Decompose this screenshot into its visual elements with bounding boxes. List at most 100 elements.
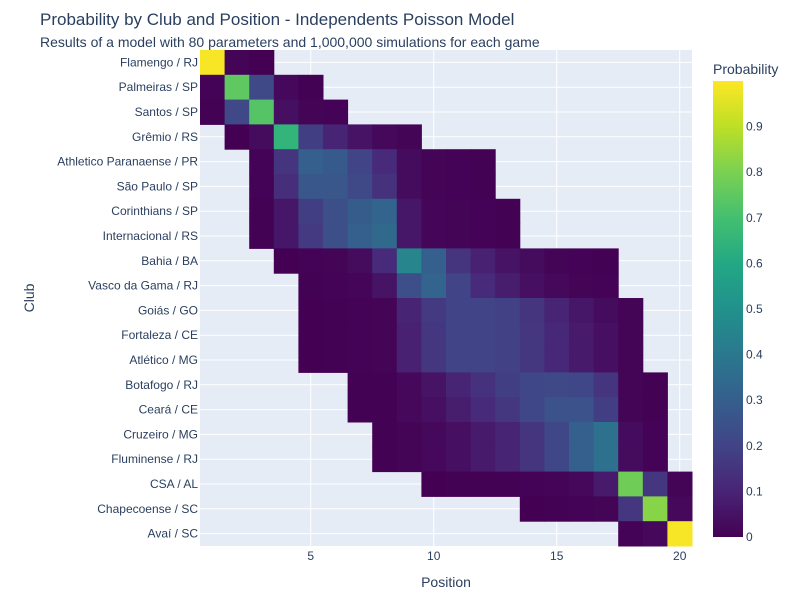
heatmap-cell (569, 471, 595, 497)
heatmap-cell (396, 124, 422, 150)
heatmap-cell (421, 397, 447, 423)
heatmap-cell (446, 174, 472, 200)
heatmap-cell (593, 248, 619, 274)
heatmap-cell (396, 372, 422, 398)
colorbar-tick-label: 0.5 (746, 302, 763, 316)
heatmap-cell (446, 273, 472, 299)
heatmap-cell (347, 347, 373, 373)
heatmap-cell (495, 273, 521, 299)
heatmap-cell (273, 99, 299, 125)
heatmap-cell (519, 422, 545, 448)
colorbar-tick-label: 0.2 (746, 439, 763, 453)
heatmap-cell (200, 74, 226, 101)
heatmap-cell (323, 124, 349, 150)
heatmap-cell (396, 422, 422, 448)
heatmap-cell (249, 124, 275, 150)
y-tick-label: Avaí / SC (148, 527, 199, 541)
heatmap-cell (544, 422, 570, 448)
heatmap-cell (298, 74, 324, 101)
colorbar-tick-label: 0 (746, 530, 753, 544)
heatmap-cell (569, 397, 595, 423)
y-tick-label: Bahia / BA (141, 254, 198, 268)
heatmap-cell (372, 273, 398, 299)
heatmap-cell (323, 223, 349, 249)
y-tick-label: Corinthians / SP (111, 204, 198, 218)
heatmap-cell (470, 322, 496, 349)
heatmap-cell (593, 446, 619, 473)
heatmap-cell (544, 496, 570, 522)
heatmap-cell (667, 471, 693, 497)
heatmap-cell (470, 198, 496, 225)
heatmap-cell (618, 446, 644, 473)
heatmap-cell (249, 223, 275, 249)
y-tick-label: CSA / AL (150, 477, 198, 491)
heatmap-cell (618, 496, 644, 522)
y-tick-label: Botafogo / RJ (125, 378, 198, 392)
heatmap-cell (372, 198, 398, 225)
heatmap-cell (273, 149, 299, 175)
y-tick-label: Atlético / MG (129, 353, 198, 367)
x-axis-title: Position (421, 574, 471, 590)
heatmap-cell (593, 273, 619, 299)
heatmap-cell (323, 99, 349, 125)
heatmap-cell (372, 347, 398, 373)
heatmap-cell (446, 446, 472, 473)
heatmap-cell (347, 372, 373, 398)
heatmap-cell (421, 198, 447, 225)
heatmap-cell (519, 322, 545, 349)
heatmap-cell (642, 446, 668, 473)
heatmap-cell (298, 298, 324, 324)
heatmap-cell (446, 347, 472, 373)
heatmap-cell (249, 198, 275, 225)
heatmap-cell (544, 273, 570, 299)
heatmap-cell (323, 273, 349, 299)
heatmap-cell (372, 298, 398, 324)
heatmap-cell (667, 496, 693, 522)
heatmap-cell (347, 322, 373, 349)
heatmap-cell (421, 248, 447, 274)
y-tick-label: Fortaleza / CE (121, 328, 198, 342)
heatmap-cell (618, 471, 644, 497)
heatmap-cell (470, 347, 496, 373)
heatmap-cell (224, 124, 250, 150)
heatmap-cell (446, 397, 472, 423)
heatmap-cell (396, 347, 422, 373)
chart-title: Probability by Club and Position - Indep… (40, 10, 514, 29)
heatmap-cell (372, 124, 398, 150)
heatmap-cell (396, 298, 422, 324)
heatmap-cell (593, 496, 619, 522)
heatmap-cell (273, 124, 299, 150)
heatmap-cell (569, 372, 595, 398)
y-tick-label: São Paulo / SP (117, 179, 198, 193)
heatmap-cell (273, 248, 299, 274)
heatmap-cell (421, 372, 447, 398)
heatmap-cell (298, 174, 324, 200)
heatmap-cell (396, 397, 422, 423)
colorbar-ticks: 0 0.1 0.2 0.3 0.4 0.5 0.6 0.7 0.8 0.9 (746, 120, 763, 544)
x-tick-label: 15 (550, 549, 564, 563)
heatmap-cell (372, 397, 398, 423)
heatmap-cell (347, 198, 373, 225)
colorbar-title: Probability (713, 61, 778, 77)
heatmap-cell (446, 248, 472, 274)
heatmap-cell (347, 298, 373, 324)
heatmap-cell (396, 322, 422, 349)
heatmap-cell (446, 223, 472, 249)
heatmap-cell (446, 422, 472, 448)
heatmap-cell (618, 347, 644, 373)
heatmap-cell (446, 372, 472, 398)
heatmap-cell (323, 347, 349, 373)
y-tick-label: Santos / SP (135, 105, 198, 119)
heatmap-cell (569, 446, 595, 473)
x-axis-ticks: 5 10 15 20 (307, 549, 686, 563)
heatmap-cell (593, 298, 619, 324)
heatmap-cell (249, 74, 275, 101)
heatmap-cell (372, 174, 398, 200)
heatmap-cell (544, 298, 570, 324)
heatmap-cell (446, 322, 472, 349)
heatmap-cell (249, 50, 275, 76)
colorbar-tick-label: 0.6 (746, 256, 763, 270)
heatmap-cell (323, 174, 349, 200)
